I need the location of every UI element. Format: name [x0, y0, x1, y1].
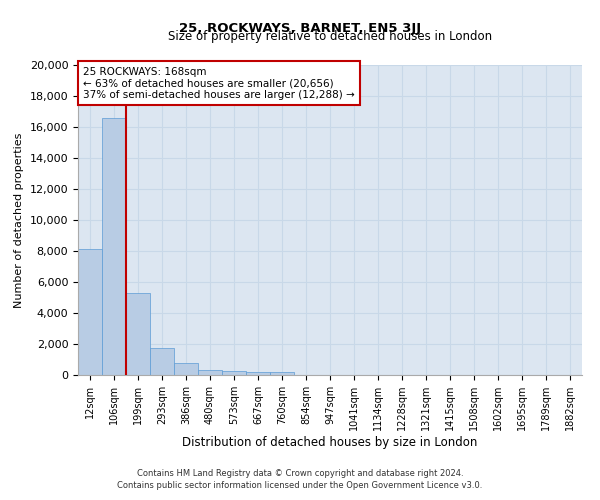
Text: 25, ROCKWAYS, BARNET, EN5 3JJ: 25, ROCKWAYS, BARNET, EN5 3JJ	[179, 22, 421, 35]
Bar	[198, 370, 222, 375]
Bar	[102, 118, 126, 375]
Text: Contains HM Land Registry data © Crown copyright and database right 2024.
Contai: Contains HM Land Registry data © Crown c…	[118, 468, 482, 490]
Bar	[78, 250, 102, 375]
Text: 25 ROCKWAYS: 168sqm
← 63% of detached houses are smaller (20,656)
37% of semi-de: 25 ROCKWAYS: 168sqm ← 63% of detached ho…	[83, 66, 355, 100]
X-axis label: Distribution of detached houses by size in London: Distribution of detached houses by size …	[182, 436, 478, 449]
Bar	[174, 364, 198, 375]
Bar	[246, 372, 270, 375]
Title: Size of property relative to detached houses in London: Size of property relative to detached ho…	[168, 30, 492, 43]
Y-axis label: Number of detached properties: Number of detached properties	[14, 132, 24, 308]
Bar	[150, 348, 174, 375]
Bar	[126, 293, 150, 375]
Bar	[222, 372, 246, 375]
Bar	[270, 372, 294, 375]
